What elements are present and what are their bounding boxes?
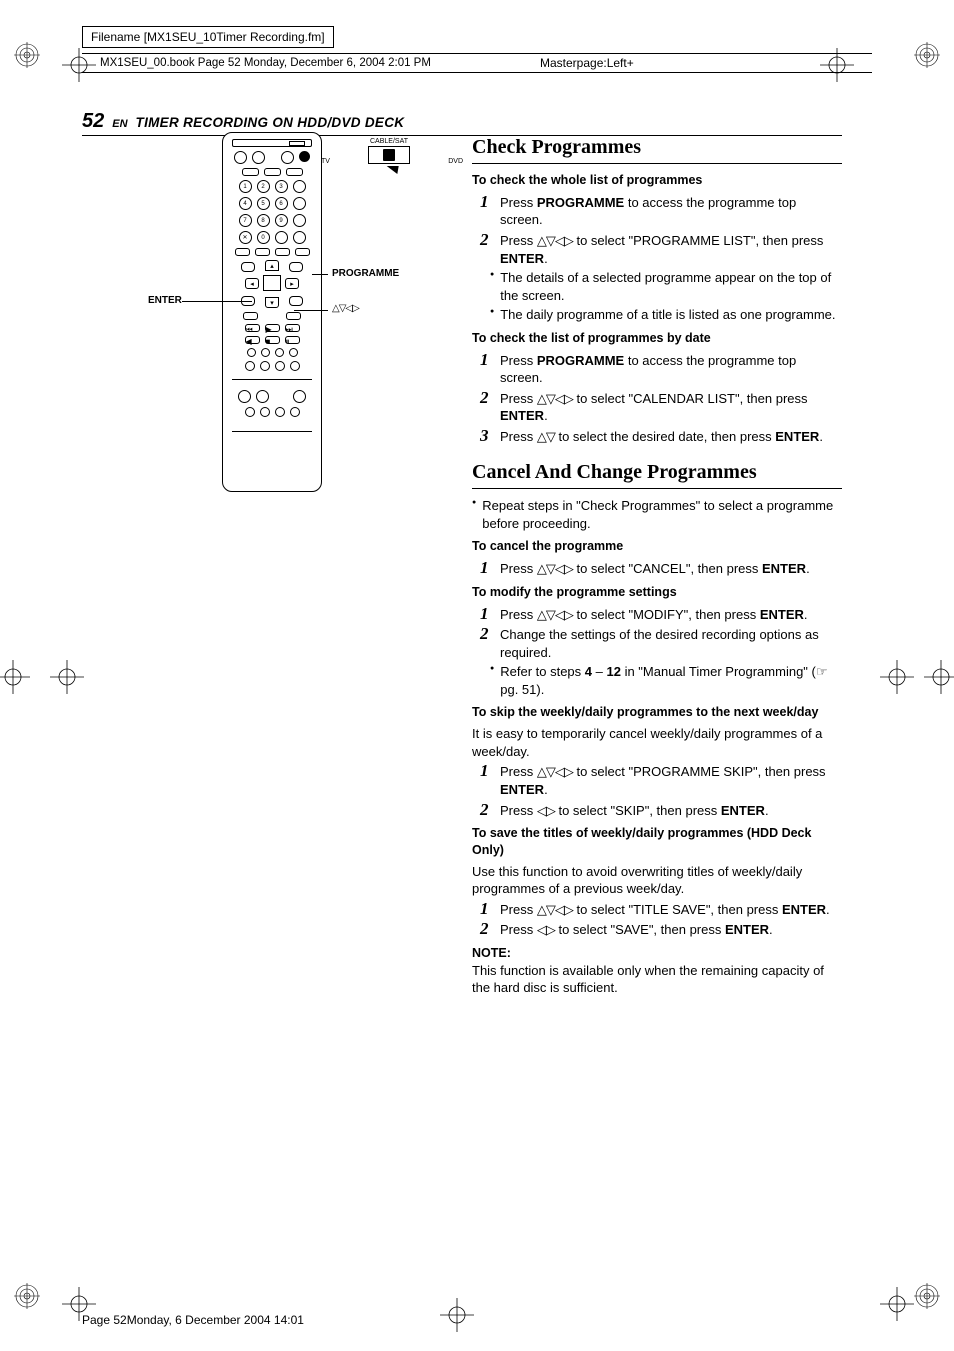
- remote-body: 123 456 789 ✕0 ▴ ◂ ▸ ▾ ⏮▶⏭ ◀■⏸: [222, 132, 322, 492]
- callout-line: [312, 274, 328, 275]
- step: 2Press ◁▷ to select "SAVE", then press E…: [480, 920, 842, 939]
- bullet: Repeat steps in "Check Programmes" to se…: [472, 497, 842, 532]
- label-enter: ENTER: [148, 295, 182, 306]
- step: 1Press △▽◁▷ to select "CANCEL", then pre…: [480, 559, 842, 578]
- switch-tv-label: TV: [321, 158, 330, 165]
- paragraph: Use this function to avoid overwriting t…: [472, 863, 842, 898]
- crosshair-icon: [880, 1287, 914, 1321]
- crosshair-icon: [880, 660, 914, 694]
- step: 3Press △▽ to select the desired date, th…: [480, 427, 842, 446]
- reg-mark-icon: [914, 42, 940, 68]
- switch-dvd-label: DVD: [448, 158, 463, 165]
- note-label: NOTE:: [472, 945, 842, 962]
- subhead-skip: To skip the weekly/daily programmes to t…: [472, 704, 842, 721]
- footer-text: Page 52Monday, 6 December 2004 14:01: [82, 1313, 304, 1327]
- step: 2Press △▽◁▷ to select "CALENDAR LIST", t…: [480, 389, 842, 425]
- step: 2Change the settings of the desired reco…: [480, 625, 842, 661]
- switch-top-label: CABLE/SAT: [335, 138, 443, 145]
- label-arrows: △▽◁▷: [332, 303, 359, 314]
- mode-switch-icon: [368, 146, 410, 164]
- remote-illustration: CABLE/SAT TV DVD 123 456 789 ✕0: [82, 132, 452, 997]
- paragraph: It is easy to temporarily cancel weekly/…: [472, 725, 842, 760]
- bullet: The details of a selected programme appe…: [490, 269, 842, 304]
- reg-mark-icon: [14, 42, 40, 68]
- body-text: Check Programmes To check the whole list…: [472, 132, 842, 997]
- heading-cancel-change: Cancel And Change Programmes: [472, 459, 842, 486]
- step: 1Press △▽◁▷ to select "MODIFY", then pre…: [480, 605, 842, 624]
- heading-check-programmes: Check Programmes: [472, 134, 842, 161]
- subhead-save: To save the titles of weekly/daily progr…: [472, 825, 842, 859]
- reg-mark-icon: [914, 1283, 940, 1309]
- callout-line: [294, 310, 328, 311]
- reg-mark-icon: [14, 1283, 40, 1309]
- crosshair-icon: [0, 660, 30, 694]
- book-info-line: MX1SEU_00.book Page 52 Monday, December …: [82, 53, 872, 73]
- step: 1Press △▽◁▷ to select "TITLE SAVE", then…: [480, 900, 842, 919]
- note-body: This function is available only when the…: [472, 962, 842, 997]
- step: 1Press PROGRAMME to access the programme…: [480, 193, 842, 229]
- section-title: TIMER RECORDING ON HDD/DVD DECK: [136, 115, 405, 130]
- subhead-modify: To modify the programme settings: [472, 584, 842, 601]
- crosshair-icon: [50, 660, 84, 694]
- step: 2Press ◁▷ to select "SKIP", then press E…: [480, 801, 842, 820]
- callout-line: [182, 301, 252, 302]
- bullet: Refer to steps 4 – 12 in "Manual Timer P…: [490, 663, 842, 698]
- filename-label: Filename [MX1SEU_10Timer Recording.fm]: [82, 26, 334, 48]
- step: 1Press △▽◁▷ to select "PROGRAMME SKIP", …: [480, 762, 842, 798]
- crosshair-icon: [924, 660, 954, 694]
- bullet: The daily programme of a title is listed…: [490, 306, 842, 324]
- step: 1Press PROGRAMME to access the programme…: [480, 351, 842, 387]
- page-number: 52: [82, 110, 104, 133]
- switch-arrow-icon: [387, 166, 404, 174]
- masterpage-label: Masterpage:Left+: [540, 56, 634, 70]
- subhead-cancel: To cancel the programme: [472, 538, 842, 555]
- language-code: EN: [112, 118, 127, 130]
- step: 2Press △▽◁▷ to select "PROGRAMME LIST", …: [480, 231, 842, 267]
- label-programme: PROGRAMME: [332, 268, 399, 279]
- subhead-check-whole: To check the whole list of programmes: [472, 172, 842, 189]
- crosshair-icon: [440, 1298, 474, 1332]
- subhead-check-date: To check the list of programmes by date: [472, 330, 842, 347]
